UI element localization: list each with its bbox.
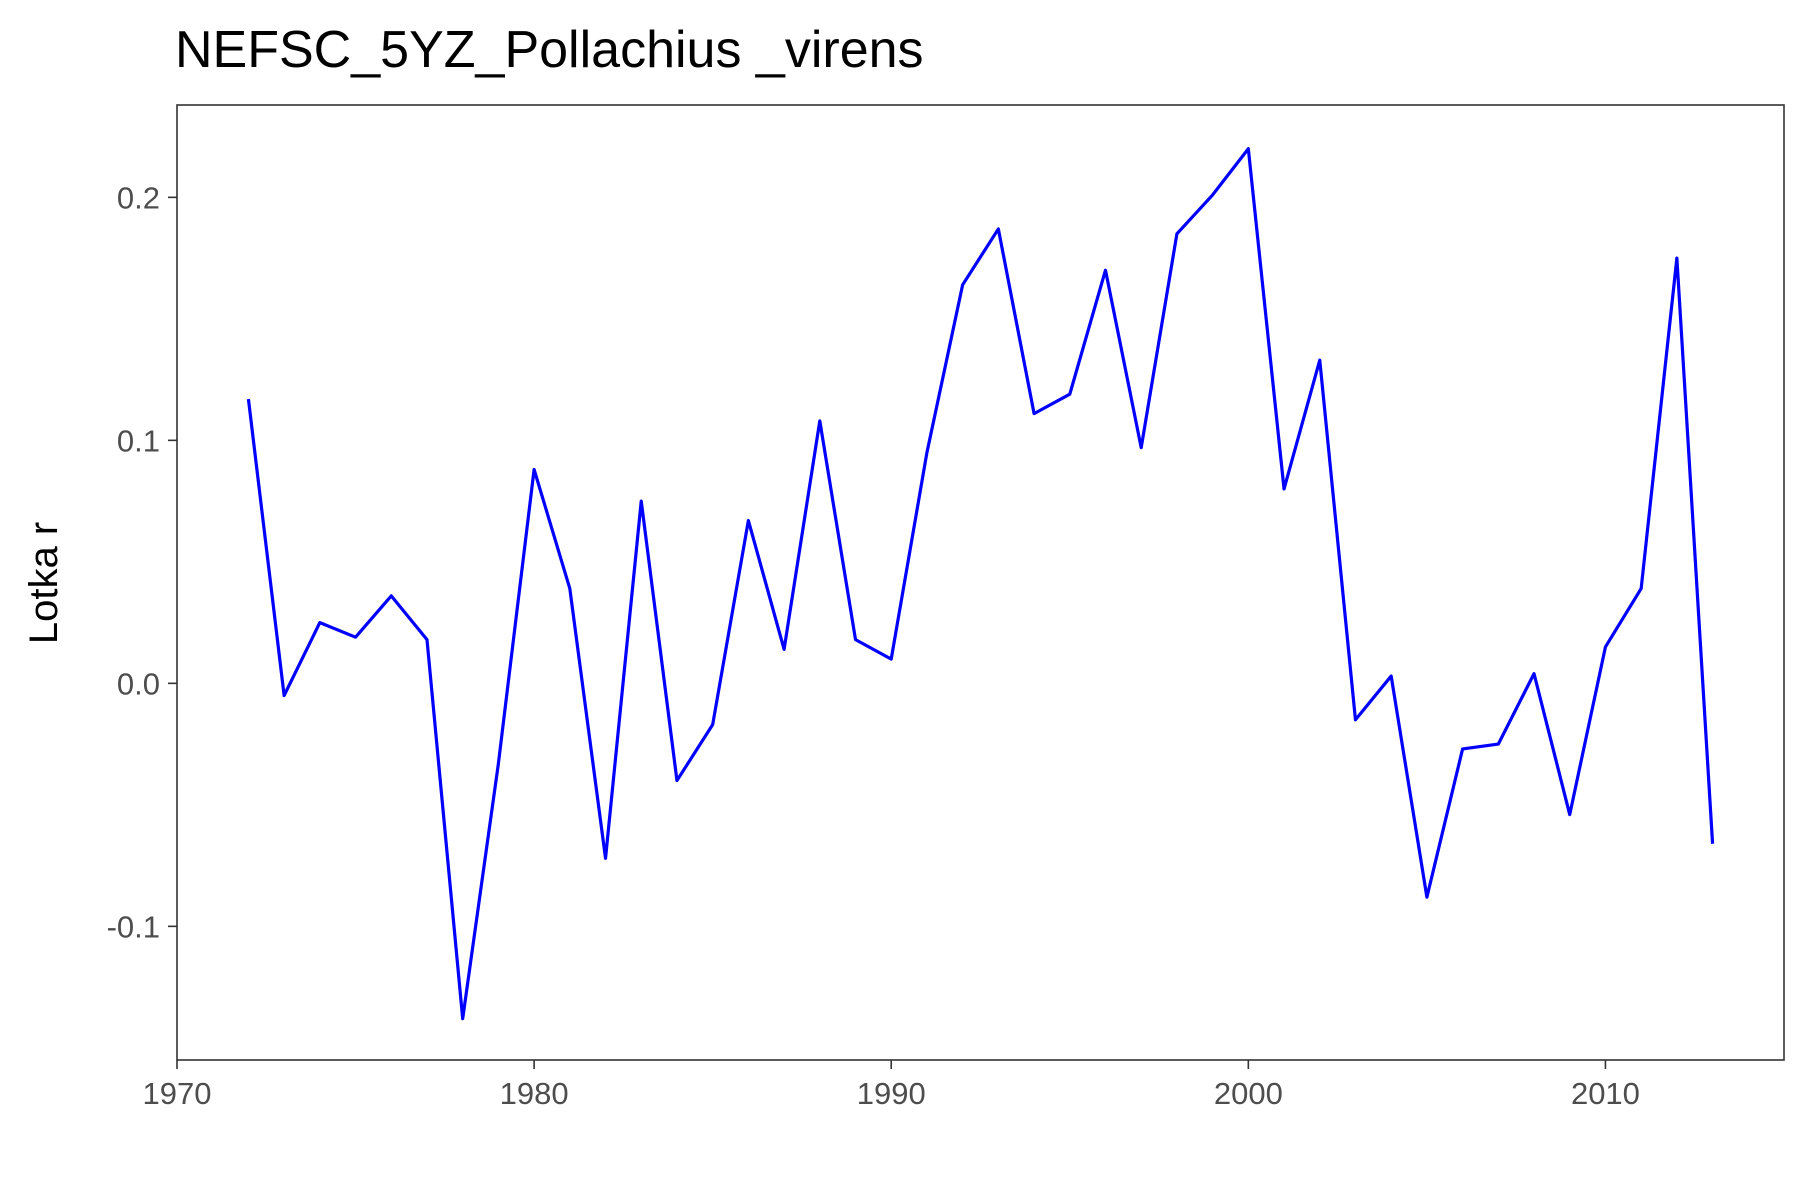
chart-title: NEFSC_5YZ_Pollachius _virens — [175, 21, 924, 79]
y-axis-label: Lotka r — [22, 522, 66, 644]
x-tick-label: 2010 — [1571, 1076, 1640, 1111]
x-tick-label: 1970 — [143, 1076, 212, 1111]
series-line — [246, 147, 1715, 1021]
y-tick-label: 0.1 — [117, 423, 160, 458]
plot-panel-border — [176, 104, 1785, 1061]
y-axis: -0.1 0.0 0.1 0.2 — [107, 180, 177, 944]
x-tick-label: 2000 — [1214, 1076, 1283, 1111]
x-tick-label: 1980 — [500, 1076, 569, 1111]
y-tick-label: 0.2 — [117, 180, 160, 215]
x-axis: 1970 1980 1990 2000 2010 — [143, 1060, 1640, 1111]
y-tick-label: 0.0 — [117, 666, 160, 701]
x-tick-label: 1990 — [857, 1076, 926, 1111]
y-tick-label: -0.1 — [107, 909, 160, 944]
